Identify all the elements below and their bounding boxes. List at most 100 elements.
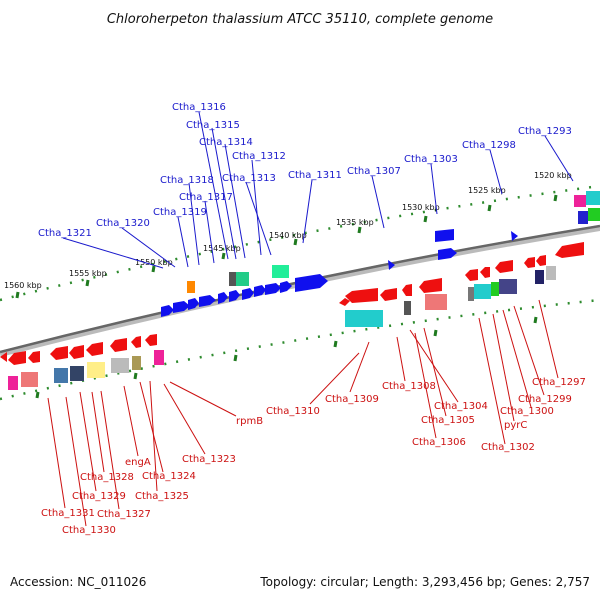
gene-label: Ctha_1316 bbox=[172, 102, 226, 113]
gene-label: Ctha_1314 bbox=[199, 137, 253, 148]
gene-label: Ctha_1330 bbox=[62, 525, 116, 536]
kbp-label: 1555 kbp bbox=[69, 269, 107, 278]
gene-label: Ctha_1319 bbox=[153, 207, 207, 218]
gene-box bbox=[229, 272, 236, 286]
gene-arrow-forward bbox=[295, 274, 328, 292]
gene-box bbox=[546, 266, 556, 280]
gene-label: Ctha_1311 bbox=[288, 170, 342, 181]
gene-label: Ctha_1315 bbox=[186, 120, 240, 131]
gene-label: Ctha_1310 bbox=[266, 406, 320, 417]
gene-box bbox=[187, 281, 195, 293]
gene-box bbox=[272, 265, 289, 278]
kbp-label: 1525 kbp bbox=[468, 186, 506, 195]
genome-title: Chloroherpeton thalassium ATCC 35110, co… bbox=[107, 12, 493, 27]
gene-box bbox=[574, 195, 586, 207]
major-tick bbox=[15, 291, 20, 299]
gene-arrow-reverse bbox=[419, 278, 442, 293]
gene-arrow-reverse bbox=[524, 257, 535, 268]
reverse-gene-label-text: rpmB Ctha_1310 Ctha_1309 Ctha_1308 Ctha_… bbox=[41, 377, 586, 536]
gene-label: Ctha_1327 bbox=[97, 509, 151, 520]
gene-arrow-forward bbox=[161, 305, 174, 317]
forward-genes bbox=[161, 229, 518, 317]
gene-label: Ctha_1320 bbox=[96, 218, 150, 229]
major-tick bbox=[433, 329, 438, 337]
kbp-label: 1540 kbp bbox=[269, 231, 307, 240]
gene-box bbox=[54, 368, 68, 383]
major-tick bbox=[221, 252, 226, 260]
major-tick bbox=[357, 226, 362, 234]
gene-label: Ctha_1318 bbox=[160, 175, 214, 186]
gene-label: Ctha_1298 bbox=[462, 140, 516, 151]
gene-arrow-reverse bbox=[50, 346, 68, 360]
gene-label: Ctha_1302 bbox=[481, 442, 535, 453]
gene-arrow-reverse bbox=[86, 342, 103, 356]
gene-arrow-reverse bbox=[339, 298, 350, 306]
gene-label: Ctha_1324 bbox=[142, 471, 196, 482]
gene-label: Ctha_1331 bbox=[41, 508, 95, 519]
gene-label: Ctha_1299 bbox=[518, 394, 572, 405]
gene-arrow-reverse bbox=[536, 255, 546, 266]
major-tick bbox=[333, 340, 338, 348]
gene-label: Ctha_1293 bbox=[518, 126, 572, 137]
major-tick bbox=[423, 215, 428, 223]
gene-arrow-forward bbox=[435, 229, 454, 242]
gene-label: Ctha_1317 bbox=[179, 192, 233, 203]
accession-text: Accession: NC_011026 bbox=[10, 575, 146, 589]
gene-label: Ctha_1328 bbox=[80, 472, 134, 483]
gene-box bbox=[425, 294, 447, 310]
gene-label: pyrC bbox=[504, 420, 527, 431]
major-tick bbox=[533, 316, 538, 324]
gene-arrow-reverse bbox=[465, 269, 478, 281]
gene-box bbox=[586, 191, 600, 205]
forward-gene-label-text: Ctha_1316 Ctha_1315 Ctha_1314 Ctha_1312 … bbox=[38, 102, 572, 239]
gene-label: Ctha_1300 bbox=[500, 406, 554, 417]
gene-arrow-forward bbox=[265, 283, 281, 295]
major-tick bbox=[151, 265, 156, 273]
gene-label: Ctha_1325 bbox=[135, 491, 189, 502]
kbp-label: 1530 kbp bbox=[402, 203, 440, 212]
gene-arrow-forward bbox=[173, 301, 190, 313]
gene-box bbox=[578, 211, 588, 224]
gene-box bbox=[154, 350, 164, 365]
gene-arrow-reverse bbox=[480, 267, 490, 278]
gene-box bbox=[491, 282, 499, 296]
gene-label: Ctha_1308 bbox=[382, 381, 436, 392]
gene-arrow-forward bbox=[188, 298, 199, 310]
gene-label: Ctha_1306 bbox=[412, 437, 466, 448]
gene-box bbox=[111, 358, 129, 373]
gene-arrow-forward bbox=[280, 281, 292, 293]
gene-label: Ctha_1323 bbox=[182, 454, 236, 465]
gene-label: rpmB bbox=[236, 416, 263, 427]
kbp-label: 1545 kbp bbox=[203, 244, 241, 253]
gene-arrow-forward bbox=[229, 290, 240, 302]
major-tick bbox=[293, 238, 298, 246]
major-tick bbox=[35, 391, 40, 399]
major-tick bbox=[553, 194, 558, 202]
major-tick bbox=[85, 279, 90, 287]
gene-box bbox=[236, 272, 249, 286]
gene-arrow-reverse bbox=[380, 288, 397, 301]
gene-label: Ctha_1304 bbox=[434, 401, 488, 412]
kbp-label: 1560 kbp bbox=[4, 281, 42, 290]
gene-box bbox=[535, 270, 544, 284]
gene-box bbox=[21, 372, 38, 387]
gene-arrow-reverse bbox=[0, 352, 7, 362]
gene-arrow-reverse bbox=[402, 284, 412, 296]
major-tick bbox=[133, 372, 138, 380]
kbp-label: 1535 kbp bbox=[336, 218, 374, 227]
reverse-genes bbox=[0, 191, 600, 390]
gene-label: Ctha_1305 bbox=[421, 415, 475, 426]
gene-arrow-reverse bbox=[555, 242, 584, 258]
gene-arrow-reverse bbox=[69, 345, 84, 359]
gene-arrow-forward bbox=[218, 292, 228, 304]
gene-box bbox=[345, 310, 383, 327]
gene-label: Ctha_1321 bbox=[38, 228, 92, 239]
reverse-gene-labels bbox=[47, 299, 559, 527]
gene-box bbox=[404, 301, 411, 315]
gene-arrow-forward bbox=[438, 248, 457, 260]
major-tick bbox=[487, 204, 492, 212]
gene-box bbox=[87, 362, 105, 378]
major-ticks bbox=[15, 194, 558, 399]
gene-box bbox=[588, 208, 600, 221]
